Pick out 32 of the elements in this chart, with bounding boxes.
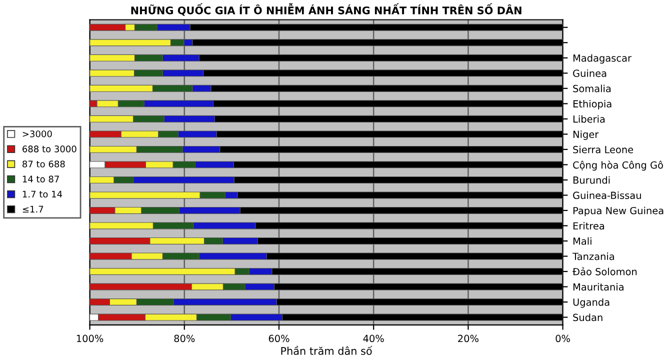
y-tick-label: Papua New Guinea — [573, 206, 664, 216]
x-tick-label: 20% — [458, 334, 478, 342]
x-tick-label: 100% — [76, 334, 104, 342]
x-tick-label: 0% — [556, 334, 570, 342]
y-tick-label: Mali — [573, 237, 592, 245]
y-tick-label: Tanzania — [572, 252, 614, 260]
y-tick-label: Somalia — [573, 84, 611, 92]
y-tick-label: Sudan — [573, 314, 602, 322]
legend-label: ≤1.7 — [22, 206, 44, 212]
y-tick-label: Guinea — [573, 69, 606, 77]
y-tick-label: Madagascar — [573, 54, 632, 64]
chart-title: NHỮNG QUỐC GIA ÍT Ô NHIỄM ÁNH SÁNG NHẤT TÍNH TRÊN SỐ DÂN — [131, 3, 522, 16]
x-tick-label: 40% — [363, 334, 384, 342]
y-tick-label: Guinea-Bissau — [573, 192, 641, 200]
legend-label: 688 to 3000 — [22, 146, 76, 152]
legend-label: >3000 — [22, 130, 52, 138]
y-tick-label: Niger — [573, 130, 599, 140]
y-tick-label: Sierra Leone — [573, 146, 634, 154]
legend-label: 14 to 87 — [22, 176, 59, 182]
y-tick-label: Đảo Solomon — [572, 267, 637, 276]
x-axis-title: Phần trăm dân số — [281, 346, 372, 355]
legend-label: 1.7 to 14 — [22, 190, 62, 198]
y-tick-label: Uganda — [573, 298, 610, 308]
y-tick-label: Burundi — [573, 176, 610, 184]
x-tick-label: 80% — [174, 334, 195, 342]
y-tick-label: Mauritania — [573, 283, 624, 291]
y-tick-label: Eritrea — [573, 222, 604, 230]
x-tick-label: 60% — [268, 334, 290, 342]
y-tick-label: Cộng hòa Công Gô — [573, 160, 663, 171]
y-tick-label: Ethiopia — [573, 100, 612, 110]
y-tick-label: Liberia — [573, 115, 605, 123]
legend-label: 87 to 688 — [22, 160, 65, 168]
